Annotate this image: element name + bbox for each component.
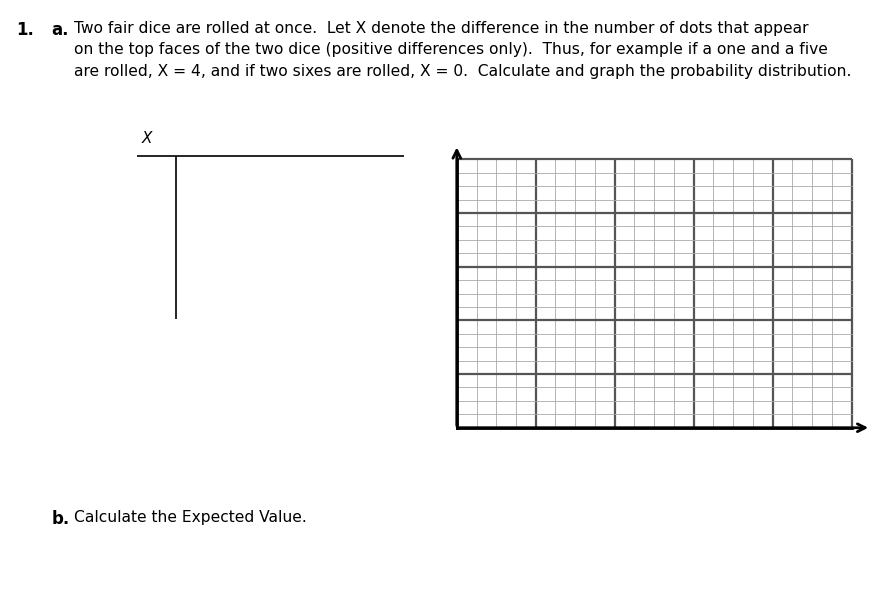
- Text: 1.: 1.: [16, 21, 34, 39]
- Text: b.: b.: [51, 510, 70, 529]
- Text: Two fair dice are rolled at once.  Let X denote the difference in the number of : Two fair dice are rolled at once. Let X …: [74, 21, 850, 79]
- Text: a.: a.: [51, 21, 69, 39]
- Text: Calculate the Expected Value.: Calculate the Expected Value.: [74, 510, 306, 525]
- Text: X: X: [142, 131, 152, 146]
